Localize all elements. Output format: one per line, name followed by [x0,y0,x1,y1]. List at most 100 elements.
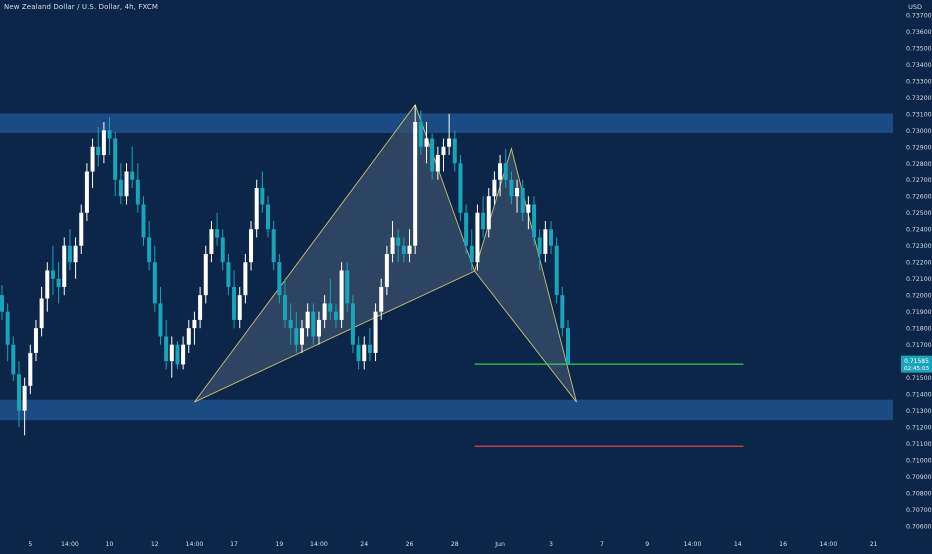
price-tick-label: 0.72300 [906,243,932,250]
candle-body [175,344,180,365]
candle-body [299,328,304,345]
candle-body [50,270,55,279]
candle-body [560,295,565,329]
candle-body [288,319,293,329]
candle-body [39,298,44,329]
time-tick-label: 14:00 [819,541,837,548]
candle-body [107,130,112,139]
candle-body [28,352,33,386]
candle-body [339,270,344,320]
zone-band [0,399,893,421]
candle-body [164,336,169,362]
candle-body [33,328,38,353]
candle-body [11,344,16,375]
price-tick-label: 0.72500 [906,210,932,217]
price-tick-label: 0.71100 [906,441,932,448]
candle-body [345,270,350,304]
candle-body [181,344,186,365]
candle-body [254,187,259,230]
price-tick-label: 0.71800 [906,326,932,333]
candle-body [367,344,372,353]
candle-body [322,303,327,320]
candle-body [362,344,367,362]
candle-body [441,146,446,156]
price-tick-label: 0.72800 [906,161,932,168]
harmonic-pattern [194,103,577,403]
candle-body [237,295,242,320]
price-tick-label: 0.72400 [906,227,932,234]
price-tick-label: 0.73600 [906,29,932,36]
candle-body [277,262,282,296]
time-axis[interactable]: 5 14:00 10 12 14:00 17 19 14:00 24 26 28 Jun 3 7 9 14:0… [28,541,877,548]
candle-body [113,138,118,180]
price-tick-label: 0.71400 [906,392,932,399]
price-tick-label: 0.70600 [906,524,932,531]
price-tick-label: 0.73400 [906,62,932,69]
price-tag-box [901,355,932,373]
candle-body [192,319,197,329]
time-tick-label: 16 [779,541,787,548]
candle-body [515,187,520,197]
time-tick-label: 9 [645,541,649,548]
time-tick-label: 28 [451,541,459,548]
candle-body [16,374,21,411]
candle-body [520,187,525,213]
price-tick-label: 0.73700 [906,12,932,19]
price-tick-label: 0.73000 [906,128,932,135]
price-axis[interactable]: 0.73700 0.73600 0.73500 0.73400 0.73300 0.732… [906,12,932,530]
support-resistance-zones [0,113,893,421]
candle-body [311,311,316,337]
price-tick-label: 0.71900 [906,309,932,316]
candle-body [498,163,503,180]
candle-body [249,229,254,263]
candle-body [469,245,474,263]
candle-body [390,237,395,254]
currency-label: USD [908,3,922,11]
price-tick-label: 0.70800 [906,491,932,498]
price-tick-label: 0.73300 [906,78,932,85]
candle-body [305,311,310,329]
candle-body [90,146,95,172]
candle-body [152,262,157,304]
price-tick-label: 0.71700 [906,342,932,349]
candle-body [532,204,537,238]
price-tick-label: 0.72100 [906,276,932,283]
candle-body [130,171,135,180]
candle-body [566,328,570,364]
candle-body [220,237,225,263]
candle-body [283,295,287,320]
time-tick-label: Jun [494,541,505,548]
candle-body [435,155,440,172]
time-tick-label: 5 [28,541,32,548]
chart-title: New Zealand Dollar / U.S. Dollar, 4h, FX… [4,3,158,11]
candle-body [169,344,174,362]
time-tick-label: 14:00 [186,541,204,548]
candle-body [45,270,50,299]
pattern-triangle-xab [194,103,476,403]
time-tick-label: 19 [275,541,283,548]
pattern-triangle-bcd [474,146,577,403]
price-tick-label: 0.70900 [906,474,932,481]
price-tick-label: 0.72900 [906,144,932,151]
candle-body [203,253,208,296]
candle-body [67,245,72,263]
candle-body [401,245,406,254]
candle-body [316,319,321,337]
candle-body [141,204,146,238]
candle-body [260,187,265,205]
candle-body [84,171,89,213]
candle-body [328,303,333,312]
candle-body [118,179,123,197]
time-tick-label: 24 [360,541,368,548]
candle-body [464,212,469,246]
price-tick-label: 0.71000 [906,458,932,465]
time-tick-label: 14:00 [310,541,328,548]
price-tick-label: 0.73200 [906,95,932,102]
candle-body [350,303,355,345]
price-tag-countdown: 02:45:03 [904,366,930,372]
time-tick-label: 7 [600,541,604,548]
zone-band [0,113,893,133]
